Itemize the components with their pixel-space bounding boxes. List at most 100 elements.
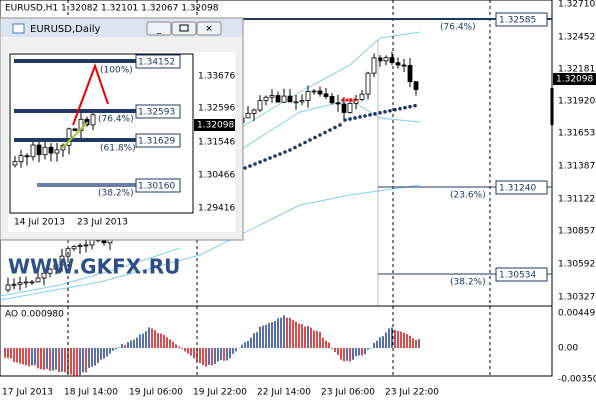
candle-body [389,57,395,64]
sar-dot [393,107,397,112]
candle-body [18,155,24,163]
sar-dot [383,109,387,114]
candle-body [101,240,107,244]
sar-dot [338,123,342,127]
sar-dot [268,156,272,160]
candle-body [335,102,341,105]
price-axis: 1.32710 1.32452 1.32181 1.31920 1.31653 1.313… [558,0,595,303]
maximize-button[interactable] [171,21,197,36]
current-price-box [553,73,596,85]
candle-body [383,57,389,62]
time-label: 18 Jul 14:00 [64,388,118,398]
price-label: 1.29416 [198,204,235,214]
sar-dot [398,106,402,111]
sar-dot [413,103,417,108]
sar-dot [333,125,337,130]
candle-body [17,282,23,285]
fib-price: 1.31240 [499,184,536,194]
minimize-button[interactable] [146,21,172,36]
current-price: 1.32098 [197,121,234,131]
price-label: 1.31920 [558,97,595,107]
indicator-axis-label: 0.004493 [558,309,596,319]
candle-body [11,283,17,286]
candle-body [245,112,251,119]
sar-dot [318,133,322,137]
sar-dot [378,111,382,115]
price-label: 1.33676 [198,72,235,82]
time-label: 23 Jul 22:00 [385,388,439,398]
sar-dot [368,113,372,117]
sar-dot [388,108,392,113]
candle-body [41,272,47,279]
candle-body [311,90,317,93]
fib-price: 1.30534 [499,271,536,281]
sar-dot [328,128,332,132]
fib-level: (76.4%) [98,115,134,125]
fib-level: (23.6%) [450,191,486,201]
fib-price-box [495,267,548,282]
candle-body [36,144,42,156]
candle-body [72,128,78,131]
sar-dot [298,143,302,147]
fib-level: (100%) [100,66,133,76]
band [0,247,181,297]
chart-header: EURUSD,H1 1.32082 1.32101 1.32067 1.3209… [5,4,219,14]
candle-body [77,245,83,247]
candle-body [269,95,275,98]
sar-dot [288,148,292,152]
fib-price-box [495,180,548,195]
price-label: 1.30327 [558,293,595,303]
candle-body [83,244,89,247]
candle-body [299,100,305,103]
fib-price-box [135,54,181,69]
close-button[interactable] [196,21,222,36]
sar-dot [253,162,257,166]
window-title: EURUSD,Daily [30,24,101,35]
fib-price: 1.31629 [138,137,175,147]
candle-body [287,95,293,103]
candle-body [5,284,11,291]
candle-body [323,93,329,97]
candle-body [305,91,311,101]
sar-dot [403,105,407,110]
price-label: 1.30466 [198,171,235,181]
current-price: 1.32098 [556,75,593,85]
candle-body [35,277,41,283]
sar-dot [373,112,377,116]
price-label: 1.32710 [558,0,595,10]
candle-body [371,57,377,74]
sar-dot [273,154,277,158]
candle-body [407,65,413,83]
candle-body [263,96,269,102]
sar-dot [349,98,353,102]
time-label: 22 Jul 14:00 [257,388,311,398]
current-price-box [194,119,235,131]
sar-dot [323,130,327,135]
candle-body [90,114,96,126]
sar-dot [283,150,287,154]
window-icon [12,23,25,34]
sar-dot [258,160,262,164]
fib-level: (61.8%) [100,144,136,154]
candle-body [59,255,65,266]
candle-body [54,149,60,154]
candle-body [395,62,401,66]
sar-dot [248,164,252,168]
candle-body [71,246,77,250]
fib-price-box [135,133,181,148]
fib-level: (38.2%) [450,278,486,288]
price-label: 1.31387 [558,162,595,172]
candle-body [12,161,18,166]
candle-body [48,146,54,154]
band [0,184,421,301]
candle-body [281,95,287,103]
minimize-icon: _ [156,25,162,35]
fib-price: 1.32585 [499,16,536,26]
sar-dot [243,166,247,170]
candle-body [47,268,53,274]
maximize-icon [179,24,189,32]
sar-dot [278,152,282,156]
sar-dot [293,145,297,150]
candle-body [341,103,347,113]
